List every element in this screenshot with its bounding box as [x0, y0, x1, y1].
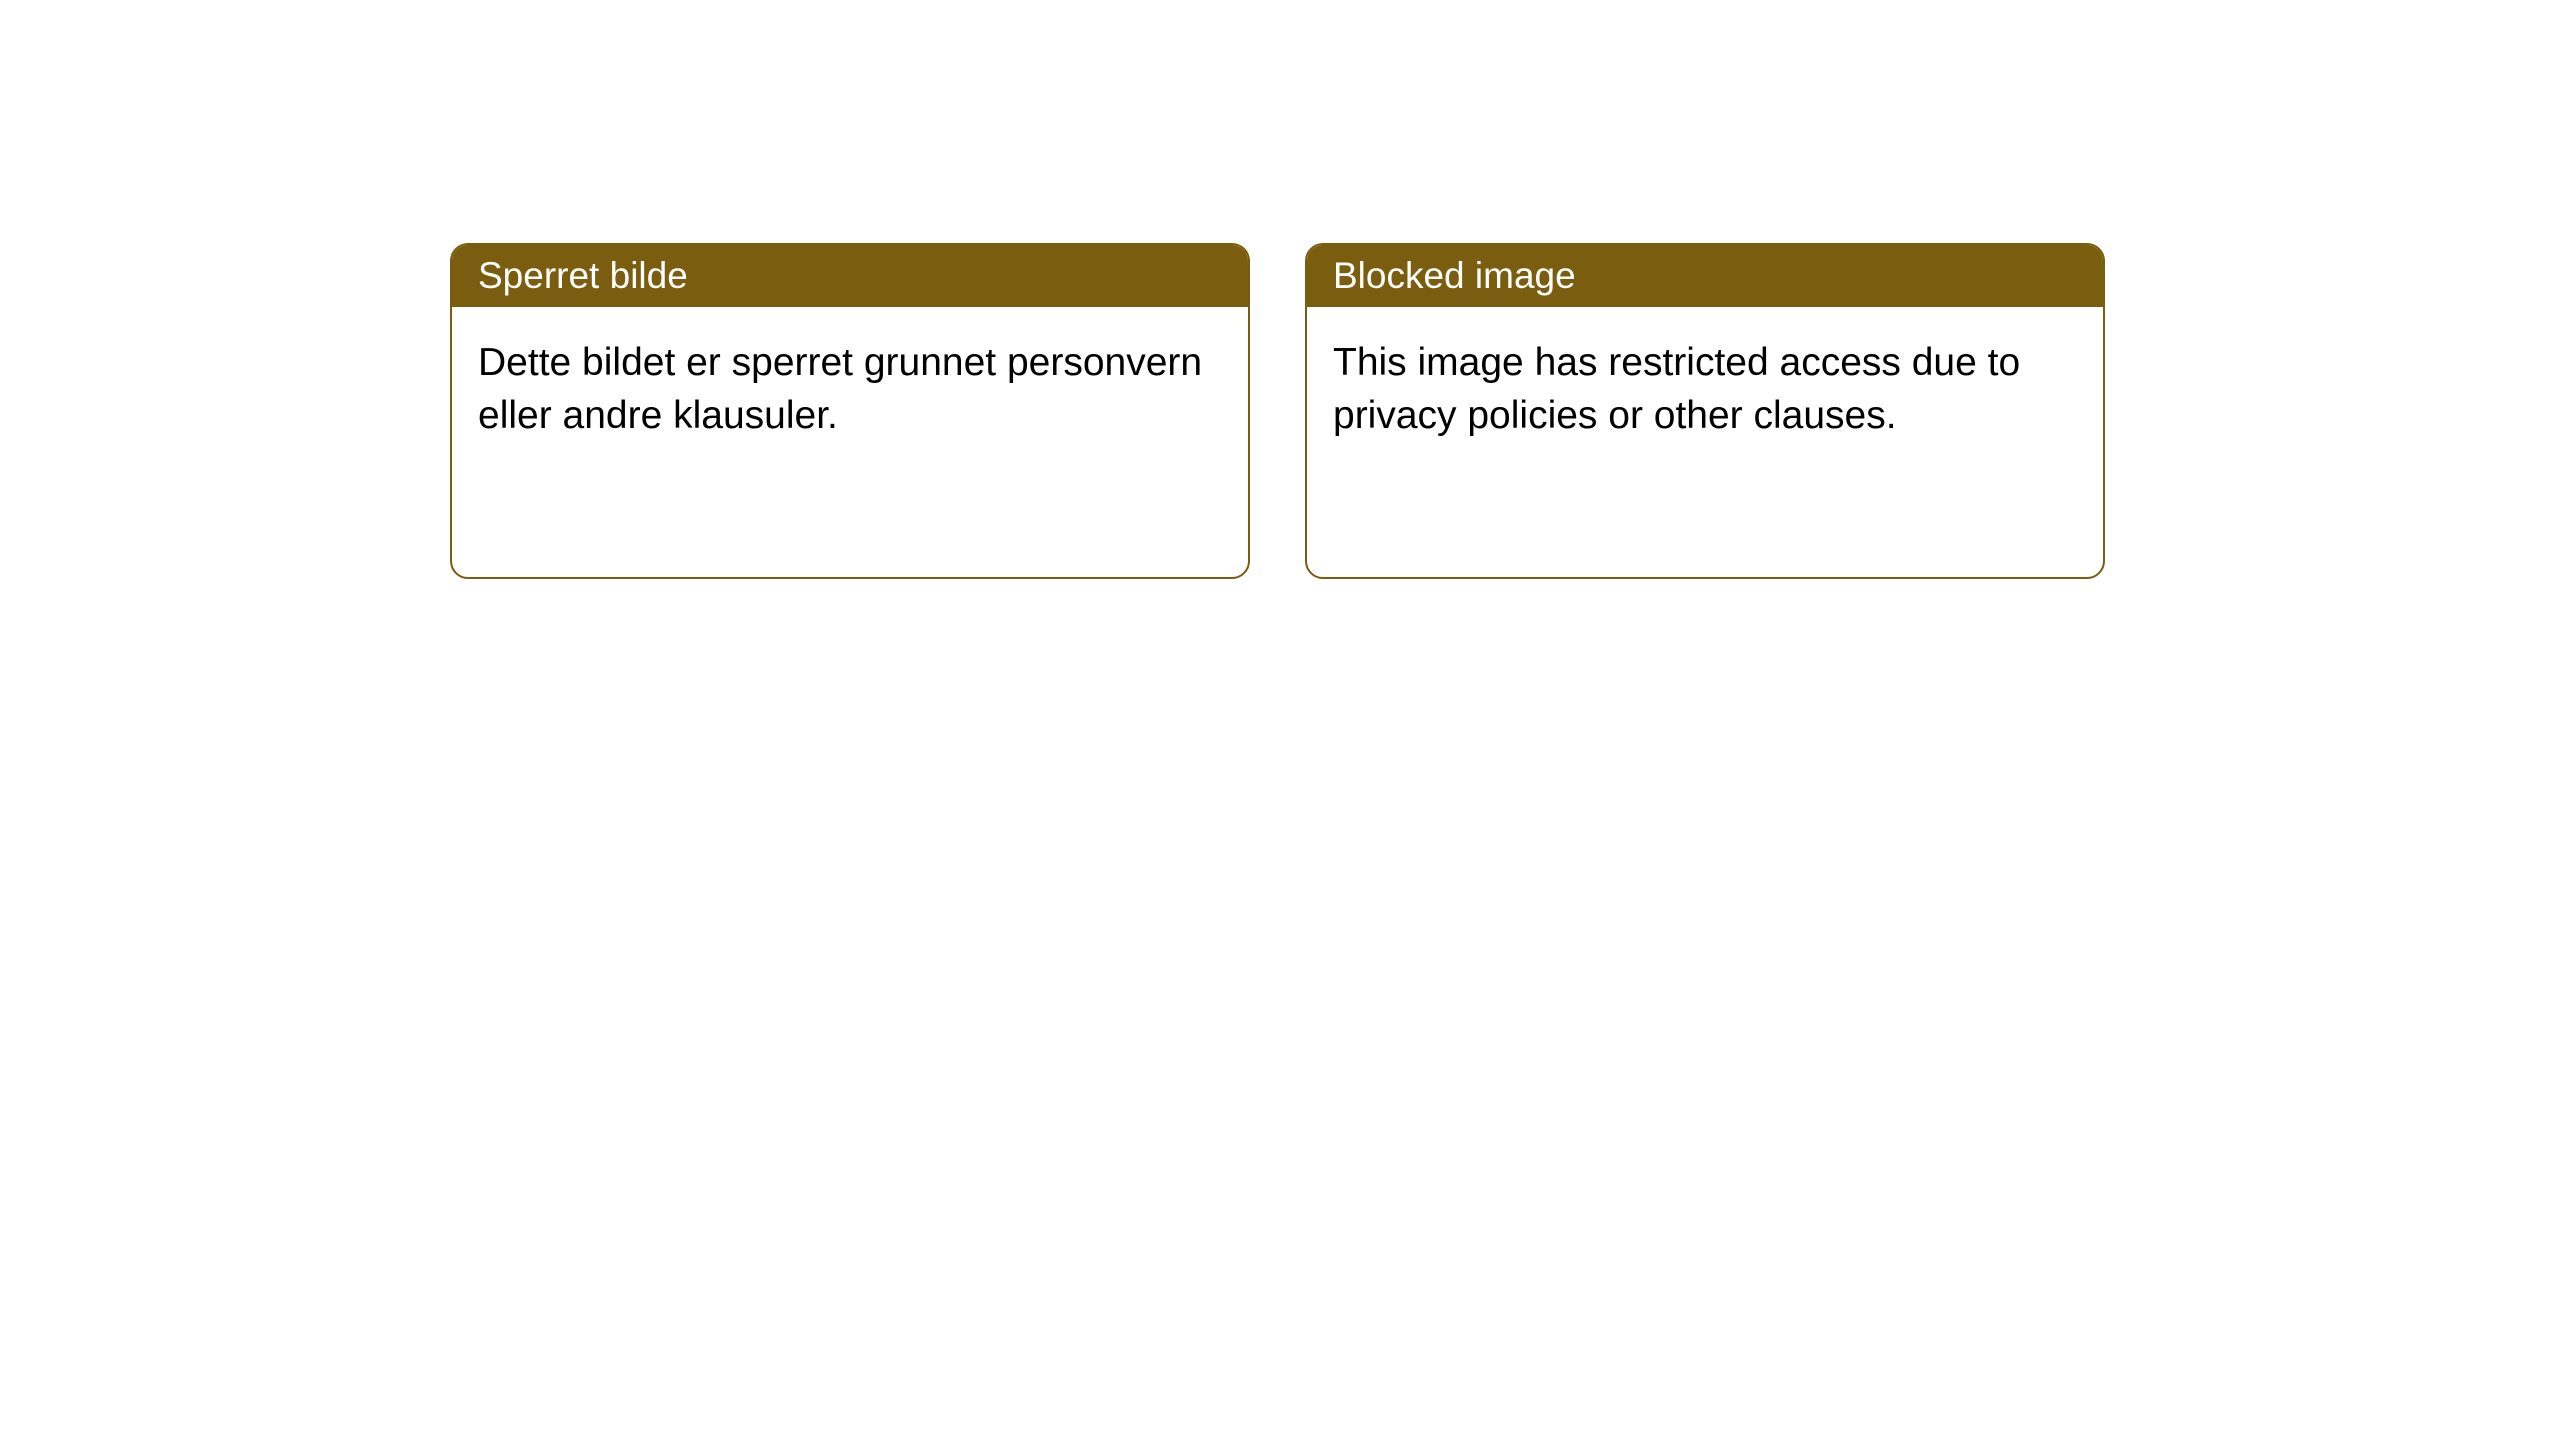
card-title: Blocked image: [1333, 255, 1576, 296]
card-header: Blocked image: [1307, 245, 2103, 307]
notice-card-norwegian: Sperret bilde Dette bildet er sperret gr…: [450, 243, 1250, 579]
card-body: This image has restricted access due to …: [1307, 307, 2103, 472]
notice-card-english: Blocked image This image has restricted …: [1305, 243, 2105, 579]
card-body-text: This image has restricted access due to …: [1333, 341, 2020, 437]
card-header: Sperret bilde: [452, 245, 1248, 307]
card-body-text: Dette bildet er sperret grunnet personve…: [478, 341, 1202, 437]
notice-container: Sperret bilde Dette bildet er sperret gr…: [450, 243, 2105, 579]
card-title: Sperret bilde: [478, 255, 688, 296]
card-body: Dette bildet er sperret grunnet personve…: [452, 307, 1248, 472]
